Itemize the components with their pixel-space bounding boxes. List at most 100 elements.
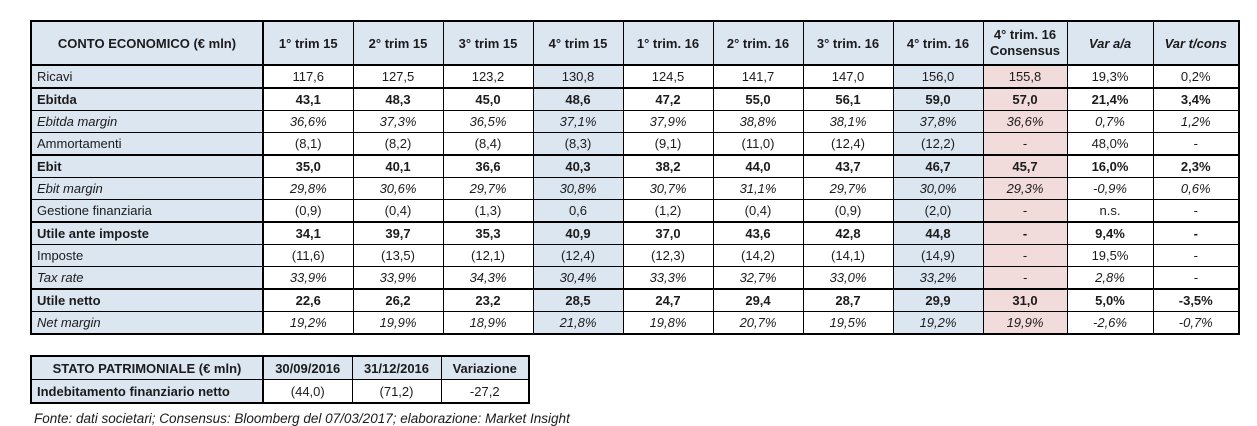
row-utile-ante-imposte: Utile ante imposte 34,1 39,7 35,3 40,9 37,0 43… [30,221,1240,245]
value-cell: 48,0% [1066,132,1154,156]
column-header-2-trim-15: 2° trim 15 [352,20,444,66]
value-cell: 29,7% [802,177,894,200]
column-header-1-trim-15: 1° trim 15 [262,20,354,66]
value-cell: (14,2) [712,244,804,267]
value-cell: 127,5 [352,64,444,89]
value-cell: 30,4% [532,266,624,290]
value-cell: (11,0) [712,132,804,156]
value-cell: 21,4% [1066,87,1154,111]
value-cell: (14,1) [802,244,894,267]
value-cell: 23,2 [442,288,534,312]
value-cell: 30,8% [532,177,624,200]
value-cell: 40,3 [532,154,624,178]
column-header-2-trim-16: 2° trim. 16 [712,20,804,66]
row-label: Utile ante imposte [30,221,264,245]
value-cell: 38,2 [622,154,714,178]
value-cell: 20,7% [712,311,804,335]
column-header-var-t-cons: Var t/cons [1152,20,1240,66]
value-cell: 40,9 [532,221,624,245]
value-cell: 1,2% [1152,110,1240,133]
value-cell: 35,0 [262,154,354,178]
value-cell: 33,2% [892,266,984,290]
row-ammortamenti: Ammortamenti (8,1) (8,2) (8,4) (8,3) (9,1) (11… [30,132,1240,156]
value-cell: 155,8 [982,64,1068,89]
value-cell: 141,7 [712,64,804,89]
value-cell: 34,3% [442,266,534,290]
row-net-margin: Net margin 19,2% 19,9% 18,9% 21,8% 19,8% 20,7%… [30,311,1240,335]
value-cell: 48,3 [352,87,444,111]
row-label: Ricavi [30,64,264,89]
value-cell: 22,6 [262,288,354,312]
row-label: Ebit [30,154,264,178]
value-cell: (71,2) [351,379,442,404]
row-ebit: Ebit 35,0 40,1 36,6 40,3 38,2 44,0 43,7 46,7 45,7… [30,154,1240,178]
value-cell: 124,5 [622,64,714,89]
value-cell: 19,2% [892,311,984,335]
value-cell: 36,6% [982,110,1068,133]
value-cell: 0,7% [1066,110,1154,133]
row-ricavi: Ricavi 117,6 127,5 123,2 130,8 124,5 141,7 147,… [30,64,1240,89]
value-cell: 37,8% [892,110,984,133]
value-cell: (0,4) [352,199,444,223]
value-cell: 29,4 [712,288,804,312]
value-cell: 37,1% [532,110,624,133]
value-cell: 46,7 [892,154,984,178]
value-cell: (12,2) [892,132,984,156]
column-header-variazione: Variazione [440,355,530,380]
value-cell: - [1152,199,1240,223]
value-cell: 39,7 [352,221,444,245]
value-cell: -0,7% [1152,311,1240,335]
value-cell: 26,2 [352,288,444,312]
row-imposte: Imposte (11,6) (13,5) (12,1) (12,4) (12,3) (14… [30,244,1240,267]
value-cell: (9,1) [622,132,714,156]
income-header-row: CONTO ECONOMICO (€ mln) 1° trim 15 2° tri… [30,20,1240,66]
value-cell: 45,7 [982,154,1068,178]
value-cell: 43,6 [712,221,804,245]
source-footnote: Fonte: dati societari; Consensus: Bloomb… [34,411,570,426]
value-cell: 38,1% [802,110,894,133]
row-label: Tax rate [30,266,264,290]
value-cell: - [982,132,1068,156]
value-cell: (14,9) [892,244,984,267]
value-cell: 19,8% [622,311,714,335]
value-cell: 33,0% [802,266,894,290]
income-table-title: CONTO ECONOMICO (€ mln) [30,20,264,66]
row-indebitamento-finanziario-netto: Indebitamento finanziario netto (44,0) (71… [30,379,530,404]
value-cell: 2,3% [1152,154,1240,178]
value-cell: (8,3) [532,132,624,156]
row-label: Utile netto [30,288,264,312]
value-cell: -2,6% [1066,311,1154,335]
value-cell: 16,0% [1066,154,1154,178]
value-cell: 33,3% [622,266,714,290]
value-cell: (12,1) [442,244,534,267]
value-cell: 28,7 [802,288,894,312]
row-ebit-margin: Ebit margin 29,8% 30,6% 29,7% 30,8% 30,7% 31,1… [30,177,1240,200]
value-cell: (13,5) [352,244,444,267]
value-cell: 56,1 [802,87,894,111]
value-cell: 117,6 [262,64,354,89]
balance-table-body: Indebitamento finanziario netto (44,0) (71… [30,379,530,404]
value-cell: 32,7% [712,266,804,290]
value-cell: 30,0% [892,177,984,200]
row-ebitda-margin: Ebitda margin 36,6% 37,3% 36,5% 37,1% 37,9% 38… [30,110,1240,133]
value-cell: 30,6% [352,177,444,200]
value-cell: (2,0) [892,199,984,223]
balance-header-row: STATO PATRIMONIALE (€ mln) 30/09/2016 31/… [30,355,530,380]
value-cell: 19,5% [1066,244,1154,267]
value-cell: (12,4) [532,244,624,267]
value-cell: 43,1 [262,87,354,111]
value-cell: - [982,244,1068,267]
column-header-3-trim-15: 3° trim 15 [442,20,534,66]
value-cell: 19,5% [802,311,894,335]
balance-sheet-table: STATO PATRIMONIALE (€ mln) 30/09/2016 31/… [30,355,530,404]
value-cell: (44,0) [262,379,353,404]
value-cell: 36,6 [442,154,534,178]
value-cell: 28,5 [532,288,624,312]
row-label: Net margin [30,311,264,335]
value-cell: 37,0 [622,221,714,245]
row-label: Ebitda [30,87,264,111]
value-cell: - [1152,266,1240,290]
value-cell: - [982,221,1068,245]
value-cell: - [1152,244,1240,267]
value-cell: (0,4) [712,199,804,223]
